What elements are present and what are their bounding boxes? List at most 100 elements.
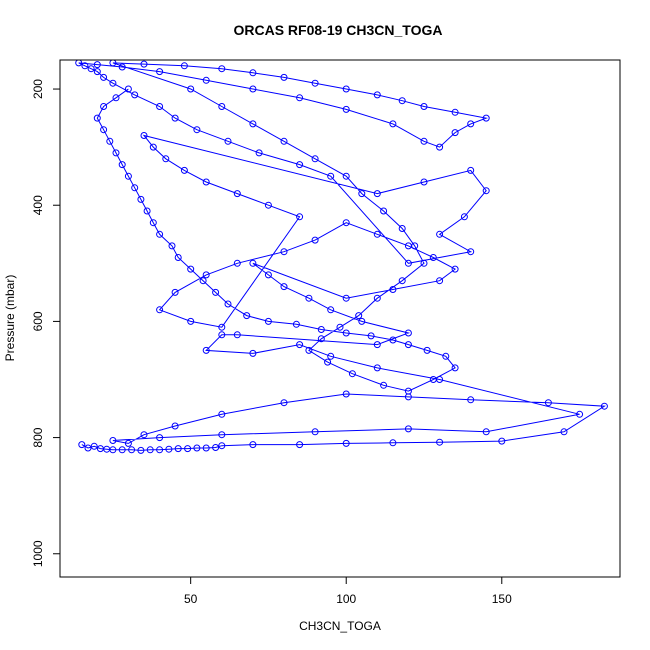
- data-point: [118, 446, 126, 454]
- data-point: [305, 294, 313, 302]
- data-point: [420, 137, 428, 145]
- data-point: [156, 230, 164, 238]
- data-point: [460, 213, 468, 221]
- data-point: [249, 69, 257, 77]
- data-point: [436, 277, 444, 285]
- data-point: [124, 172, 132, 180]
- data-point: [560, 428, 568, 436]
- data-point: [342, 294, 350, 302]
- data-point: [90, 442, 98, 450]
- plot-frame: [59, 59, 621, 578]
- data-point: [317, 335, 325, 343]
- data-point: [436, 438, 444, 446]
- data-point: [187, 265, 195, 273]
- series-layer: [75, 60, 608, 454]
- data-point: [280, 248, 288, 256]
- data-point: [348, 370, 356, 378]
- data-point: [404, 259, 412, 267]
- data-point: [140, 60, 148, 68]
- x-axis-label: CH3CN_TOGA: [299, 619, 381, 633]
- data-point: [482, 114, 490, 122]
- data-point: [544, 399, 552, 407]
- data-point: [174, 254, 182, 261]
- data-point: [249, 85, 257, 93]
- data-point: [355, 312, 363, 320]
- data-point: [93, 61, 101, 69]
- data-point: [420, 178, 428, 186]
- data-point: [404, 329, 412, 337]
- data-point: [218, 410, 226, 418]
- data-point: [112, 94, 120, 102]
- data-point: [75, 60, 83, 67]
- data-point: [93, 68, 101, 76]
- data-point: [174, 445, 182, 453]
- data-point: [137, 446, 145, 454]
- data-point: [296, 161, 304, 169]
- data-point: [436, 143, 444, 151]
- data-point: [358, 190, 366, 198]
- x-tick-label: 150: [492, 592, 512, 606]
- data-point: [93, 114, 101, 122]
- data-point: [143, 207, 151, 215]
- data-point: [137, 195, 145, 203]
- data-point: [199, 277, 207, 285]
- data-point: [124, 85, 132, 93]
- data-point: [131, 91, 139, 99]
- data-point: [149, 219, 157, 227]
- data-point: [193, 126, 201, 134]
- data-point: [171, 114, 179, 122]
- data-point: [212, 288, 220, 296]
- data-point: [436, 230, 444, 238]
- data-point: [429, 376, 437, 383]
- data-point: [255, 149, 263, 157]
- x-axis: 50 100 150: [184, 577, 512, 606]
- data-point: [280, 399, 288, 407]
- data-point: [171, 422, 179, 430]
- data-point: [389, 439, 397, 447]
- data-point: [171, 288, 179, 296]
- data-point: [311, 428, 319, 436]
- data-point: [184, 445, 192, 453]
- data-point: [202, 444, 210, 452]
- data-point: [100, 103, 108, 110]
- data-point: [149, 143, 157, 151]
- data-point: [373, 294, 381, 302]
- data-point: [342, 219, 350, 227]
- data-point: [187, 317, 195, 325]
- data-point: [373, 230, 381, 238]
- data-point: [342, 105, 350, 113]
- data-point: [327, 172, 335, 180]
- data-point: [264, 271, 272, 279]
- data-point: [233, 331, 241, 339]
- data-point: [140, 431, 148, 439]
- data-point: [389, 336, 397, 344]
- data-point: [168, 242, 176, 250]
- data-point: [342, 85, 350, 93]
- data-point: [420, 259, 428, 267]
- data-point: [305, 346, 313, 354]
- data-point: [373, 190, 381, 198]
- data-point: [156, 103, 164, 110]
- data-point: [296, 341, 304, 349]
- data-point: [373, 364, 381, 372]
- data-point: [367, 332, 375, 340]
- data-point: [84, 444, 92, 452]
- series-line: [78, 62, 606, 451]
- data-point: [118, 161, 126, 169]
- data-point: [498, 437, 506, 445]
- data-point: [218, 431, 226, 439]
- plot-clip-group: [75, 60, 608, 454]
- data-point: [202, 76, 210, 84]
- data-point: [162, 155, 170, 163]
- data-point: [467, 248, 475, 256]
- data-point: [249, 441, 257, 449]
- data-point: [81, 62, 89, 70]
- data-point: [218, 65, 226, 73]
- data-point: [342, 390, 350, 398]
- data-point: [109, 446, 117, 454]
- y-tick-label: 600: [31, 311, 45, 331]
- data-point: [106, 137, 114, 145]
- data-point: [87, 65, 95, 73]
- data-point: [420, 103, 428, 110]
- data-point: [180, 62, 188, 70]
